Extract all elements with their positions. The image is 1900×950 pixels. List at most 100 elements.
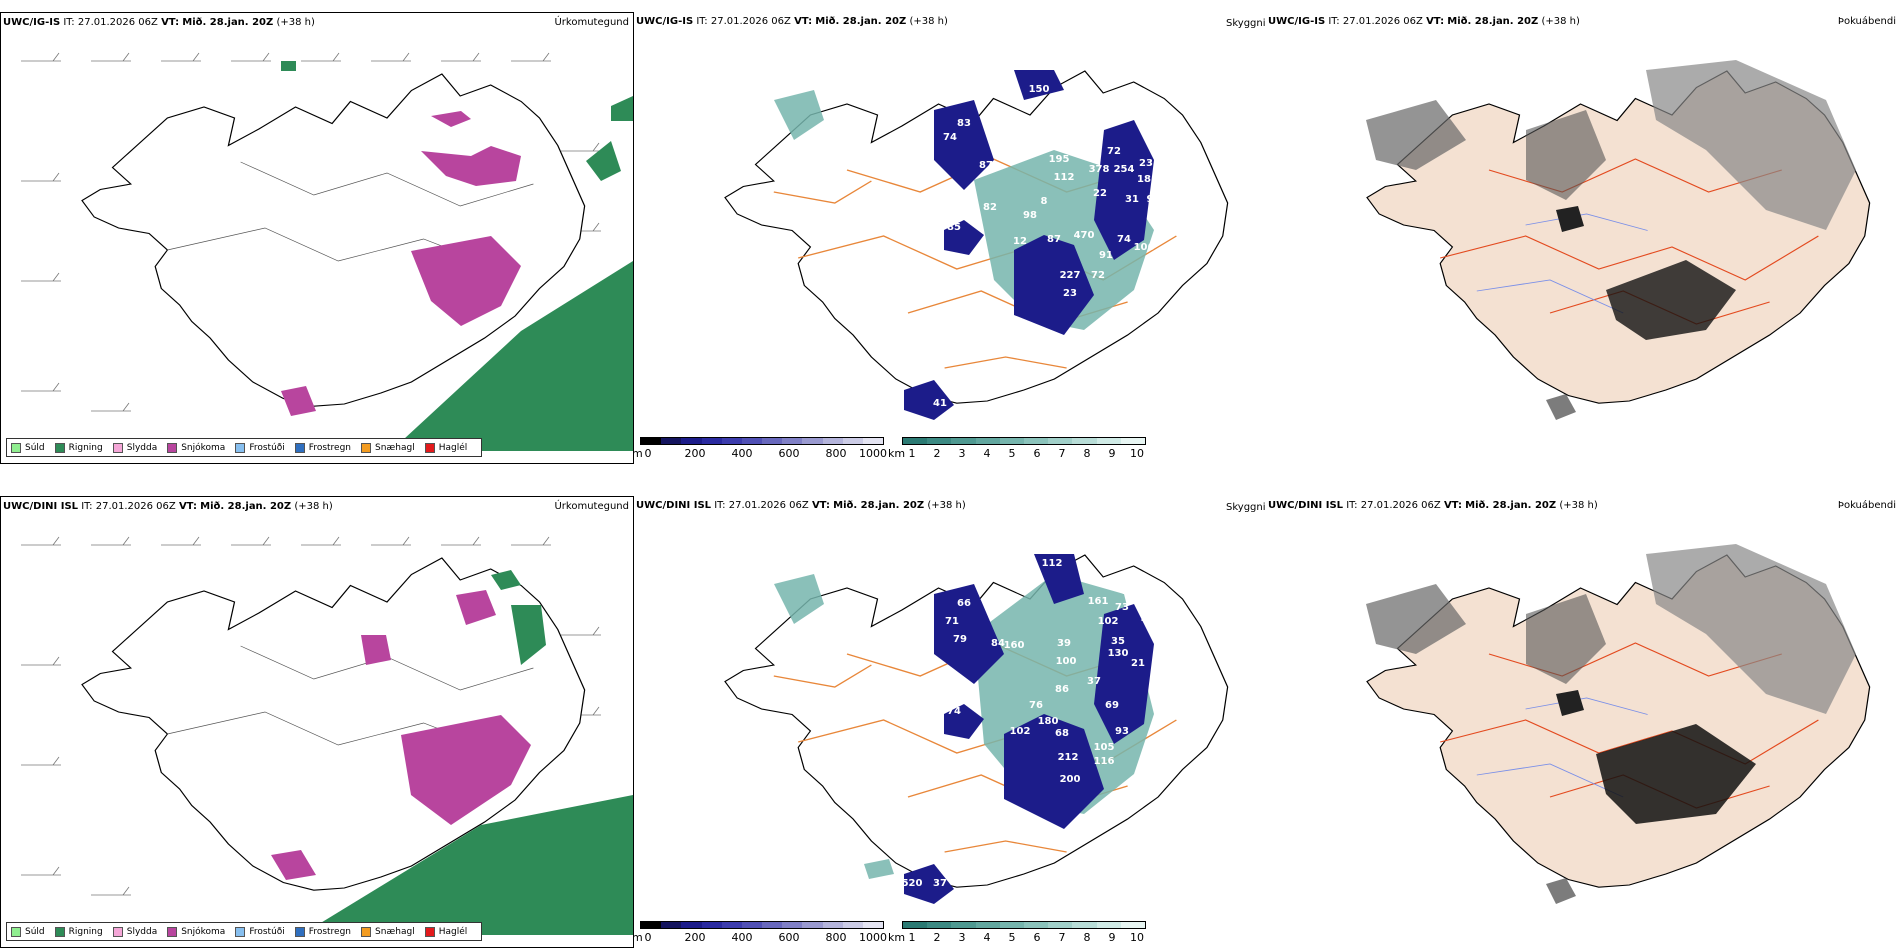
map-label: 150 [1029,84,1050,95]
colorbar-segment [1048,922,1073,928]
map-label: 83 [957,118,971,129]
colorbar-tick: 1 [908,447,916,460]
map-label: 23 [1063,288,1077,299]
colorbar-segment [681,438,702,444]
legend-item-4: Frostúði [235,926,285,937]
map-label: 112 [1042,558,1063,569]
colorbar-segment [661,438,682,444]
cloud-base-labels: 112 102 71 66 161 73 43 79 84 160 102 39… [902,558,1181,889]
legend-item-6: Snæhagl [361,926,415,937]
colorbar-segment [975,438,1000,444]
colorbar-segment [701,438,722,444]
map-label: 160 [1004,640,1025,651]
panel-title: Þokuábendi [1837,500,1896,511]
legend-swatch [11,926,21,937]
rain-areas [301,570,633,935]
map-label: 128 [1074,130,1095,141]
colorbar-tick: 9 [1108,931,1116,944]
colorbar-segment [862,438,884,444]
map-label: 161 [1088,596,1109,607]
legend-swatch [424,442,435,453]
fog-areas [1366,60,1856,420]
map-label: 71 [945,616,959,627]
map-label: 85 [947,222,961,233]
rain-areas [281,61,633,451]
map-label: 21 [1131,658,1145,669]
colorbar-segment [951,438,976,444]
colorbar-segment [842,438,863,444]
map-label: 8 [1041,196,1048,207]
colorbar-tick: 800 [825,447,847,460]
panel-header: UWC/DINI ISL IT: 27.01.2026 06Z VT: Mið.… [3,501,333,512]
precip-map [21,536,633,935]
colorbar-segment [999,438,1025,444]
colorbar-tick: 400 [731,931,753,944]
map-label: 72 [1107,146,1121,157]
panel-header: UWC/IG-IS IT: 27.01.2026 06Z VT: Mið. 28… [3,17,315,28]
legend-swatch [361,926,372,937]
colorbar-tick: 6 [1033,931,1041,944]
map-label: 74 [1117,234,1131,245]
colorbar-strip [902,437,1146,445]
legend-swatch [424,926,435,937]
panel-header: UWC/DINI ISL IT: 27.01.2026 06Z VT: Mið.… [1268,500,1598,511]
colorbar-segment [951,922,976,928]
colorbar-segment [802,922,823,928]
map-label: 84 [991,638,1005,649]
colorbar-segment [762,922,783,928]
map-label: 73 [1115,602,1129,613]
colorbar-tick: 2 [933,931,941,944]
colorbar-tick: 1000 [859,931,887,944]
panel-title: Úrkomutegund [554,17,629,28]
legend-swatch [235,442,246,453]
colorbar-tick: 7 [1058,931,1066,944]
map-label: 26 [905,374,919,385]
colorbar-segment [1024,438,1049,444]
legend-swatch [167,442,178,453]
map-label: 52 [1159,636,1173,647]
map-label: 68 [1055,728,1069,739]
colorbar-segment [661,922,682,928]
colorbar-tick: 3 [958,931,966,944]
cloud-base-labels: 150 106 74 83 128 105 72 60 107 87 195 3… [905,84,1184,409]
precip-panel-row1: UWC/IG-IS IT: 27.01.2026 06Z VT: Mið. 28… [0,12,634,464]
legend-swatch [112,926,123,937]
map-label: 82 [1167,656,1181,667]
cloud-base-colorbar: m 0 200 400 600 800 1000 [632,437,887,460]
colorbar-strip [902,921,1146,929]
colorbar-tick: 9 [1108,447,1116,460]
map-label: 106 [1134,242,1155,253]
legend-swatch [11,442,21,453]
map-label: 23 [1139,158,1153,169]
map-label: 91 [1162,164,1176,175]
legend-item-0: Súld [11,442,45,453]
panel-title: Skyggni [1226,18,1266,29]
map-label: 87 [1047,234,1061,245]
colorbar-tick: 8 [1083,447,1091,460]
colorbar-segment [927,438,952,444]
colorbar-segment [1024,922,1049,928]
map-label: 74 [943,132,957,143]
colorbar-unit: m [632,931,643,944]
map-label: 180 [1038,716,1059,727]
colorbar-strip [640,921,884,929]
map-label: 520 [902,878,923,889]
colorbar-tick: 600 [778,447,800,460]
colorbar-segment [721,922,742,928]
legend-item-5: Frostregn [294,926,351,937]
map-label: 39 [1057,638,1071,649]
colorbar-segment [741,438,763,444]
map-label: 100 [1056,656,1077,667]
map-label: 87 [979,160,993,171]
map-label: 195 [1049,154,1070,165]
legend-item-0: Súld [11,926,45,937]
legend-item-2: Slydda [112,442,157,453]
low-cloud-areas [904,70,1154,420]
legend-swatch [294,926,305,937]
map-label: 105 [1094,742,1115,753]
wind-barbs [21,52,601,412]
colorbar-tick: 1 [908,931,916,944]
legend-swatch [112,442,123,453]
colorbar-unit: km [888,447,906,460]
precip-legend: Súld Rigning Slydda Snjókoma Frostúði Fr… [6,438,483,457]
